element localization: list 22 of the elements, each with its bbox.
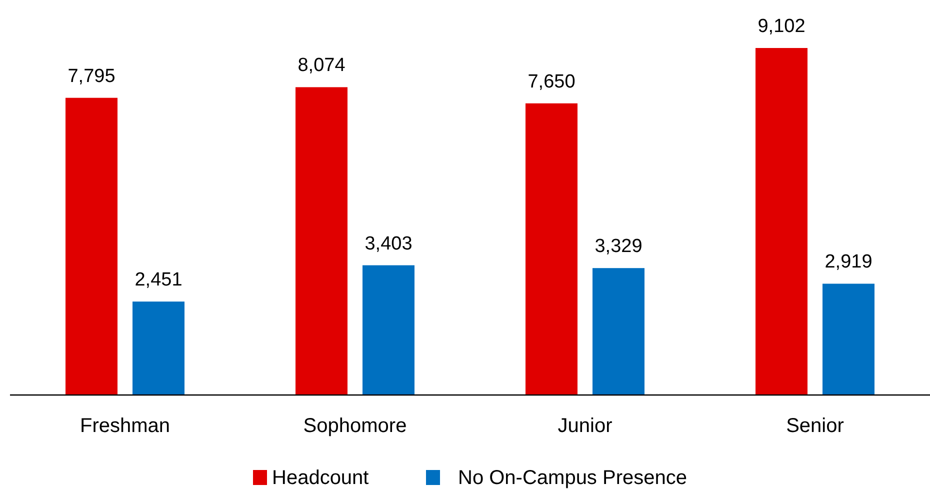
bar [756, 48, 808, 395]
bar [362, 265, 414, 395]
bar [66, 98, 118, 395]
data-label: 8,074 [298, 55, 346, 76]
x-tick-label: Freshman [80, 415, 170, 437]
data-label: 2,919 [824, 252, 872, 273]
bar [132, 302, 184, 395]
bar [822, 284, 874, 395]
x-tick-label: Sophomore [303, 415, 407, 437]
data-label: 2,451 [134, 270, 182, 291]
legend-label: Headcount [272, 467, 370, 489]
bar [592, 268, 644, 395]
bar [526, 103, 578, 395]
x-tick-label: Junior [558, 415, 613, 437]
data-label: 3,403 [364, 233, 412, 254]
data-label: 7,650 [528, 71, 576, 92]
legend-label: No On-Campus Presence [458, 467, 687, 489]
data-label: 3,329 [594, 236, 642, 258]
x-tick-label: Senior [786, 415, 844, 437]
data-label: 7,795 [68, 66, 116, 87]
bar [296, 87, 348, 395]
data-label: 9,102 [758, 16, 806, 37]
